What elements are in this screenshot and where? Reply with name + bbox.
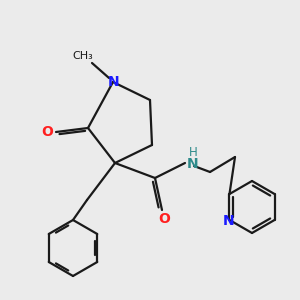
Text: H: H (189, 146, 197, 160)
Text: O: O (158, 212, 170, 226)
Text: N: N (223, 214, 234, 228)
Text: N: N (187, 157, 199, 171)
Text: CH₃: CH₃ (73, 51, 93, 61)
Text: O: O (41, 125, 53, 139)
Text: N: N (108, 75, 120, 89)
